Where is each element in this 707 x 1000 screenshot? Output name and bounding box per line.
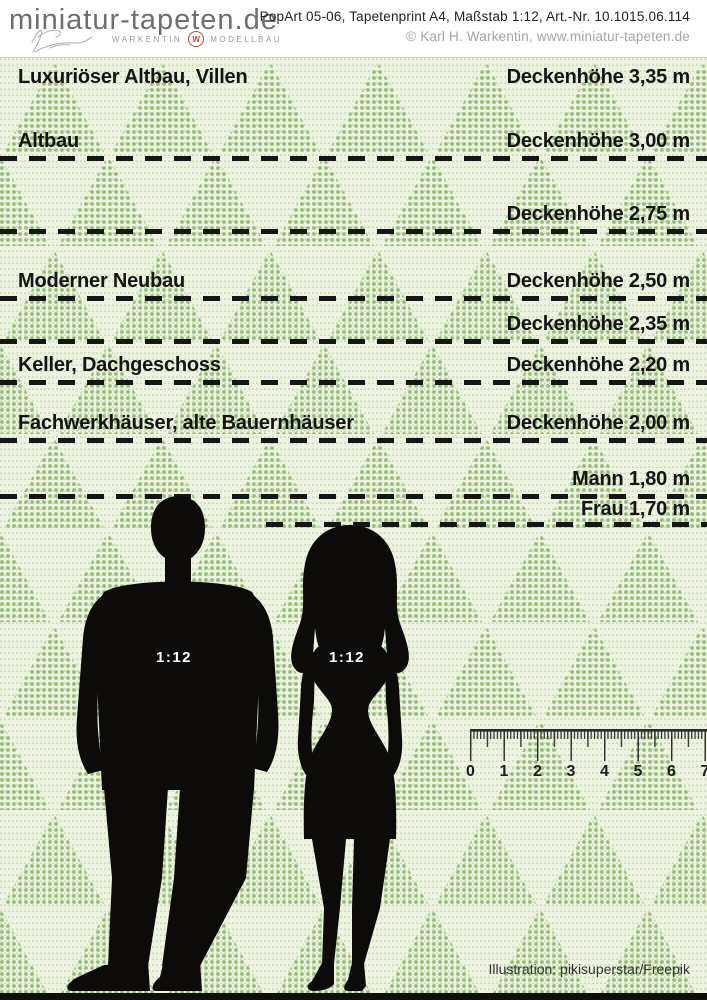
ruler-number: 6	[667, 763, 676, 780]
ruler-number: 5	[633, 763, 643, 780]
ruler-number: 4	[600, 763, 609, 780]
signature-graphic	[31, 29, 93, 53]
modellbau-word: MODELLBAU	[210, 34, 283, 44]
row-label-right: Frau 1,70 m	[581, 498, 690, 520]
woman-silhouette	[291, 525, 409, 991]
warkentin-word: WARKENTIN	[112, 34, 183, 44]
row-label-left: Luxuriöser Altbau, Villen	[18, 66, 248, 88]
row-label-right: Deckenhöhe 2,50 m	[506, 270, 691, 292]
header: miniatur-tapeten.de WARKENTIN W MODELLBA…	[0, 0, 707, 57]
man-silhouette	[67, 496, 279, 991]
illustration-credit: Illustration: pikisuperstar/Freepik	[488, 961, 690, 977]
row-label-right: Deckenhöhe 2,35 m	[506, 313, 691, 335]
row-label-right: Deckenhöhe 3,35 m	[506, 66, 691, 88]
ruler-number: 7	[701, 763, 707, 781]
row-label-right: Deckenhöhe 2,00 m	[506, 412, 691, 434]
ruler-ticks	[470, 729, 707, 763]
height-line-2-75	[0, 229, 707, 234]
ruler-number: 1	[499, 763, 509, 780]
silhouette-figures: 1:12 1:12	[67, 496, 409, 991]
row-label-left: Moderner Neubau	[18, 270, 186, 292]
scale-diagram-area: Luxuriöser Altbau, Villen Deckenhöhe 3,3…	[0, 57, 707, 1000]
row-label-left: Fachwerkhäuser, alte Bauernhäuser	[18, 412, 354, 434]
row-label-left: Keller, Dachgeschoss	[18, 354, 221, 376]
warkentin-logo-row: WARKENTIN W MODELLBAU	[112, 31, 282, 47]
warkentin-w-icon: W	[188, 31, 205, 47]
height-line-2-20	[0, 380, 707, 385]
row-label-right: Deckenhöhe 3,00 m	[506, 130, 691, 152]
row-label-left: Altbau	[18, 130, 80, 152]
height-line-2-50	[0, 296, 707, 301]
height-line-3-00	[0, 156, 707, 161]
man-scale-label: 1:12	[156, 649, 192, 666]
row-label-right: Deckenhöhe 2,20 m	[506, 354, 691, 376]
copyright-line: © Karl H. Warkentin, www.miniatur-tapete…	[406, 28, 690, 44]
ruler-number: 3	[566, 763, 576, 780]
header-right-block: PopArt 05-06, Tapetenprint A4, Maßstab 1…	[260, 7, 690, 46]
height-line-2-00	[0, 438, 707, 443]
row-label-right: Deckenhöhe 2,75 m	[506, 203, 691, 225]
woman-scale-label: 1:12	[329, 649, 365, 666]
ruler-number: 0	[466, 763, 475, 780]
floor-bar	[0, 993, 707, 1000]
row-label-right: Mann 1,80 m	[572, 468, 690, 490]
ruler: 0 1 2 3 4 5 6 7	[466, 729, 707, 787]
product-info-line: PopArt 05-06, Tapetenprint A4, Maßstab 1…	[259, 9, 690, 24]
height-line-2-35	[0, 339, 707, 344]
height-line-frau-1-70	[266, 522, 707, 527]
height-line-mann-1-80	[0, 494, 707, 499]
ruler-number: 2	[533, 763, 542, 780]
